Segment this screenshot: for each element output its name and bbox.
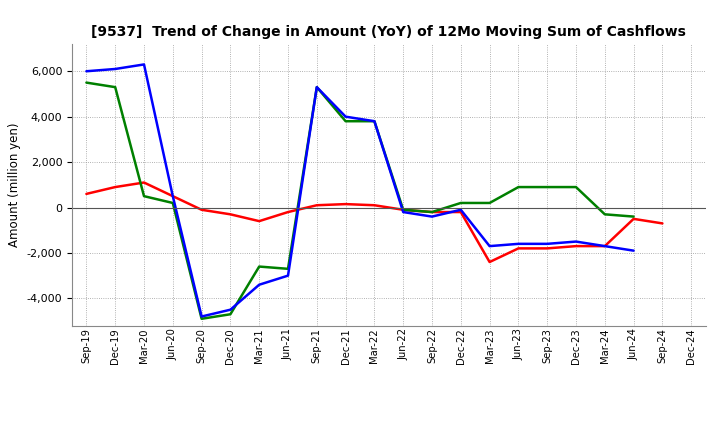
Operating Cashflow xyxy=(600,243,609,249)
Investing Cashflow xyxy=(284,266,292,271)
Investing Cashflow xyxy=(312,84,321,90)
Investing Cashflow xyxy=(82,80,91,85)
Operating Cashflow xyxy=(140,180,148,185)
Free Cashflow xyxy=(255,282,264,287)
Operating Cashflow xyxy=(312,202,321,208)
Free Cashflow xyxy=(456,207,465,213)
Operating Cashflow xyxy=(399,207,408,213)
Investing Cashflow xyxy=(572,184,580,190)
Free Cashflow xyxy=(312,84,321,90)
Free Cashflow xyxy=(168,194,177,199)
Free Cashflow xyxy=(428,214,436,219)
Y-axis label: Amount (million yen): Amount (million yen) xyxy=(8,123,21,247)
Operating Cashflow xyxy=(197,207,206,213)
Operating Cashflow xyxy=(658,221,667,226)
Investing Cashflow xyxy=(543,184,552,190)
Title: [9537]  Trend of Change in Amount (YoY) of 12Mo Moving Sum of Cashflows: [9537] Trend of Change in Amount (YoY) o… xyxy=(91,25,686,39)
Investing Cashflow xyxy=(140,194,148,199)
Free Cashflow xyxy=(629,248,638,253)
Operating Cashflow xyxy=(629,216,638,221)
Investing Cashflow xyxy=(629,214,638,219)
Investing Cashflow xyxy=(456,200,465,205)
Investing Cashflow xyxy=(514,184,523,190)
Investing Cashflow xyxy=(197,316,206,322)
Line: Investing Cashflow: Investing Cashflow xyxy=(86,83,634,319)
Operating Cashflow xyxy=(572,243,580,249)
Operating Cashflow xyxy=(284,209,292,215)
Free Cashflow xyxy=(226,307,235,312)
Free Cashflow xyxy=(111,66,120,72)
Operating Cashflow xyxy=(226,212,235,217)
Operating Cashflow xyxy=(82,191,91,197)
Investing Cashflow xyxy=(428,209,436,215)
Free Cashflow xyxy=(140,62,148,67)
Investing Cashflow xyxy=(600,212,609,217)
Investing Cashflow xyxy=(255,264,264,269)
Operating Cashflow xyxy=(111,184,120,190)
Operating Cashflow xyxy=(543,246,552,251)
Operating Cashflow xyxy=(370,202,379,208)
Investing Cashflow xyxy=(168,200,177,205)
Investing Cashflow xyxy=(399,207,408,213)
Free Cashflow xyxy=(82,69,91,74)
Line: Free Cashflow: Free Cashflow xyxy=(86,64,634,316)
Operating Cashflow xyxy=(485,259,494,264)
Investing Cashflow xyxy=(341,118,350,124)
Operating Cashflow xyxy=(428,209,436,215)
Free Cashflow xyxy=(514,241,523,246)
Free Cashflow xyxy=(485,243,494,249)
Free Cashflow xyxy=(284,273,292,278)
Operating Cashflow xyxy=(514,246,523,251)
Investing Cashflow xyxy=(111,84,120,90)
Operating Cashflow xyxy=(168,194,177,199)
Line: Operating Cashflow: Operating Cashflow xyxy=(86,183,662,262)
Operating Cashflow xyxy=(255,219,264,224)
Investing Cashflow xyxy=(485,200,494,205)
Free Cashflow xyxy=(543,241,552,246)
Free Cashflow xyxy=(572,239,580,244)
Investing Cashflow xyxy=(226,312,235,317)
Investing Cashflow xyxy=(370,118,379,124)
Free Cashflow xyxy=(399,209,408,215)
Free Cashflow xyxy=(197,314,206,319)
Free Cashflow xyxy=(600,243,609,249)
Free Cashflow xyxy=(370,118,379,124)
Free Cashflow xyxy=(341,114,350,119)
Operating Cashflow xyxy=(341,202,350,207)
Operating Cashflow xyxy=(456,209,465,215)
